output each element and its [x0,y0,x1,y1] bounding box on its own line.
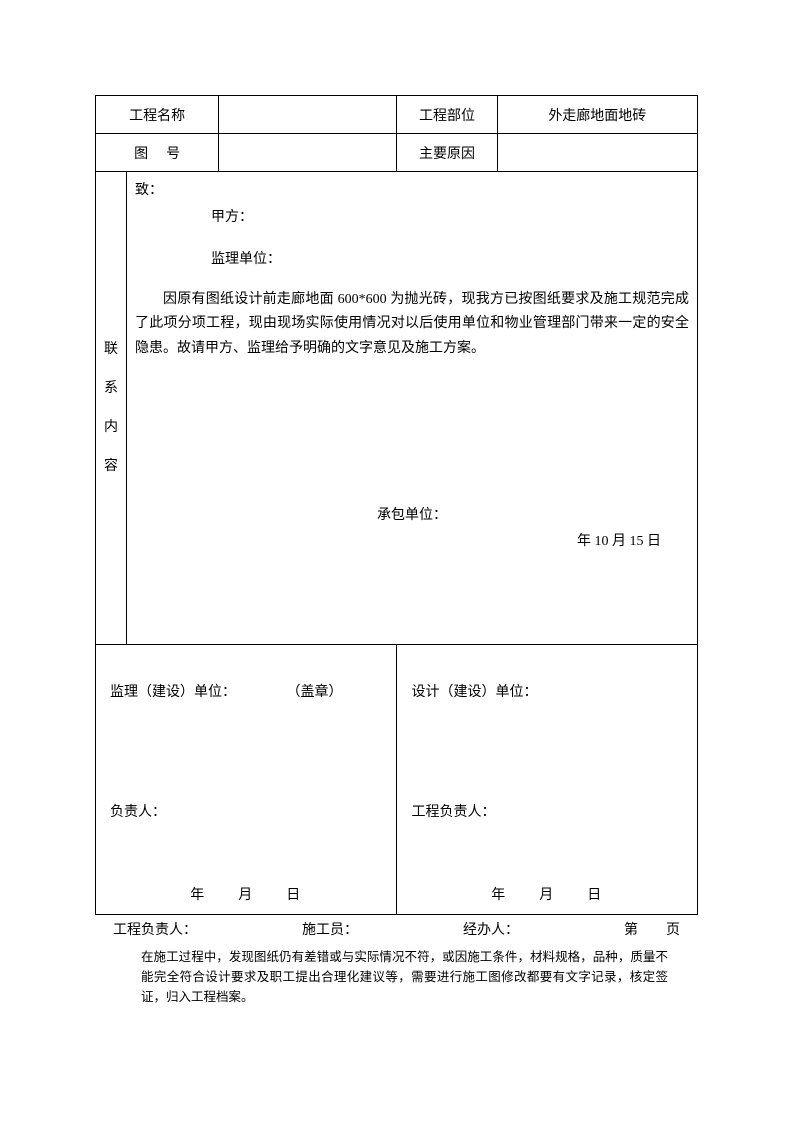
proj-name-label: 工程名称 [96,96,219,134]
footer-eng-lead: 工程负责人： [113,919,197,939]
footer-constructor: 施工员： [302,919,358,939]
vertical-label-cell: 联 系 内 容 [96,172,127,645]
supervision-unit-label: 监理（建设）单位： [110,685,236,700]
y1: 年 [190,888,206,903]
footer-signatures: 工程负责人： 施工员： 经办人： 第 页 [95,915,698,943]
design-unit-label: 设计（建设）单位： [411,681,683,701]
to-label: 致： [135,178,689,205]
supervisor-line: 监理单位： [135,247,689,274]
side-char-3: 内 [104,408,118,447]
side-char-2: 系 [104,369,118,408]
drawing-no-char-1: 图 [134,147,166,162]
left-person-label: 负责人： [110,801,166,821]
left-date: 年 月 日 [110,884,382,904]
drawing-no-label: 图号 [96,134,219,172]
stamp-label: （盖章） [286,681,342,701]
sign-left-cell: 监理（建设）单位： （盖章） 负责人： 年 月 日 [96,645,397,915]
footer-note: 在施工过程中，发现图纸仍有差错或与实际情况不符，或因施工条件，材料规格，品种，质… [95,943,698,1007]
sign-right-block: 设计（建设）单位： 工程负责人： 年 月 日 [411,681,683,914]
supervisor-label: 监理单位： [211,252,281,267]
signature-row: 监理（建设）单位： （盖章） 负责人： 年 月 日 设计（建设）单位： 工程负责… [96,645,698,915]
proj-part-value: 外走廊地面地砖 [497,96,697,134]
signed-date: 年 10 月 15 日 [577,529,661,556]
document-form-table: 工程名称 工程部位 外走廊地面地砖 图号 主要原因 联 系 内 容 致： 甲方：… [95,95,698,915]
header-row-2: 图号 主要原因 [96,134,698,172]
party-a-line: 甲方： [135,205,689,232]
m1: 月 [238,888,254,903]
side-char-4: 容 [104,447,118,486]
proj-part-label: 工程部位 [397,96,497,134]
drawing-no-char-2: 号 [166,147,180,162]
d1: 日 [286,888,302,903]
content-body: 致： 甲方： 监理单位： 因原有图纸设计前走廊地面 600*600 为抛光砖，现… [135,178,689,638]
y2: 年 [491,888,507,903]
side-char-1: 联 [104,330,118,369]
footer-handler: 经办人： [463,919,519,939]
contractor-label: 承包单位： [135,503,689,530]
main-reason-value [497,134,697,172]
m2: 月 [539,888,555,903]
sign-left-top: 监理（建设）单位： （盖章） [110,681,382,701]
header-row-1: 工程名称 工程部位 外走廊地面地砖 [96,96,698,134]
right-person-label: 工程负责人： [411,801,495,821]
content-cell: 致： 甲方： 监理单位： 因原有图纸设计前走廊地面 600*600 为抛光砖，现… [127,172,698,645]
d2: 日 [587,888,603,903]
footer-page: 第 页 [624,919,680,939]
main-reason-label: 主要原因 [397,134,497,172]
right-date: 年 月 日 [411,884,683,904]
body-paragraph: 因原有图纸设计前走廊地面 600*600 为抛光砖，现我方已按图纸要求及施工规范… [135,288,689,362]
proj-name-value [219,96,397,134]
drawing-no-value [219,134,397,172]
sign-right-cell: 设计（建设）单位： 工程负责人： 年 月 日 [397,645,698,915]
sign-left-block: 监理（建设）单位： （盖章） 负责人： 年 月 日 [110,681,382,914]
content-row: 联 系 内 容 致： 甲方： 监理单位： 因原有图纸设计前走廊地面 600*60… [96,172,698,645]
